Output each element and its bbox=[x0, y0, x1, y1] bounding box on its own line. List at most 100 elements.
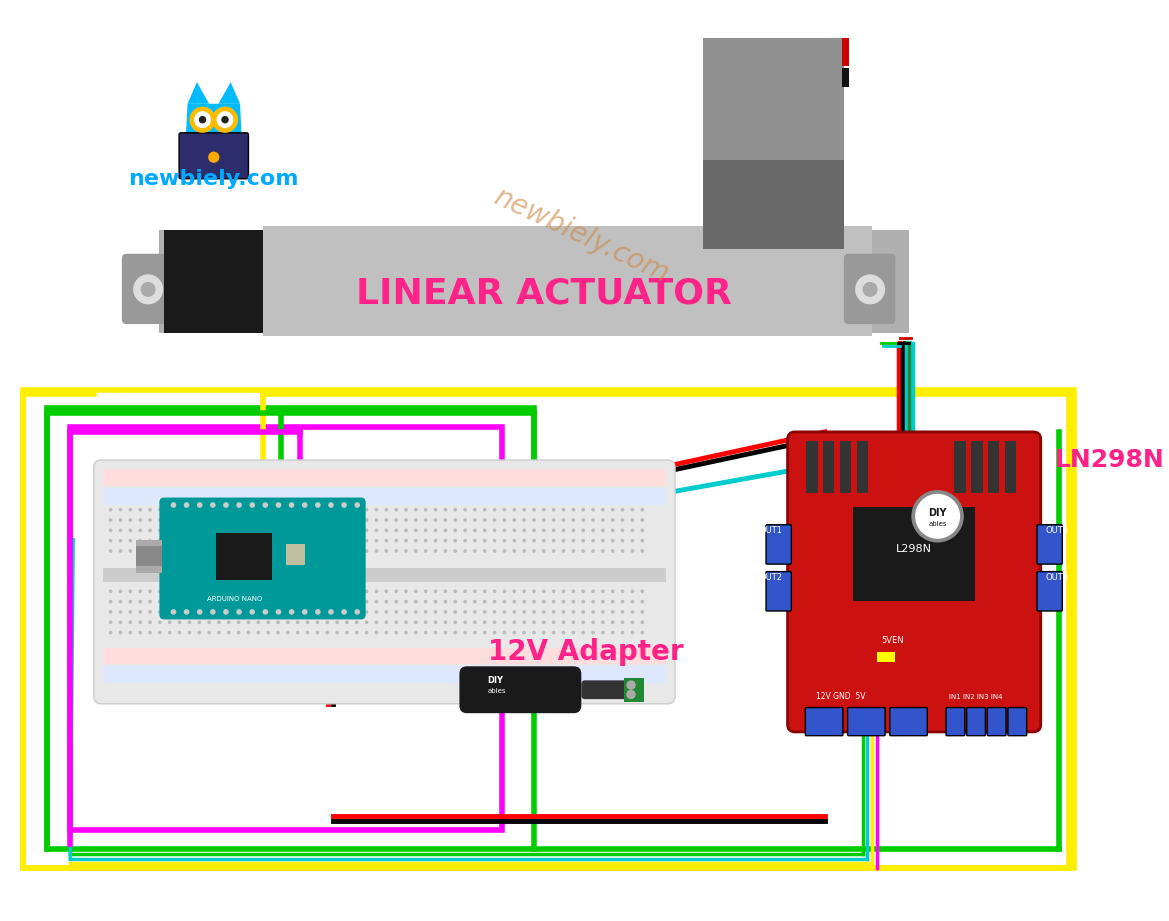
Circle shape bbox=[316, 610, 319, 613]
Circle shape bbox=[305, 539, 310, 542]
Circle shape bbox=[443, 507, 448, 511]
Circle shape bbox=[316, 600, 319, 603]
Circle shape bbox=[223, 609, 229, 614]
Circle shape bbox=[247, 549, 250, 553]
Circle shape bbox=[158, 539, 161, 542]
Bar bbox=[215, 533, 272, 580]
Circle shape bbox=[158, 507, 161, 511]
Circle shape bbox=[305, 507, 310, 511]
Circle shape bbox=[316, 529, 319, 532]
Circle shape bbox=[286, 549, 290, 553]
Circle shape bbox=[542, 529, 546, 532]
Circle shape bbox=[138, 549, 143, 553]
Circle shape bbox=[207, 549, 210, 553]
Circle shape bbox=[434, 610, 437, 613]
Circle shape bbox=[198, 589, 201, 593]
Text: 5VEN: 5VEN bbox=[881, 635, 904, 645]
Circle shape bbox=[561, 519, 566, 522]
Circle shape bbox=[641, 600, 644, 603]
Circle shape bbox=[118, 549, 123, 553]
Circle shape bbox=[621, 631, 624, 635]
Circle shape bbox=[592, 600, 595, 603]
Circle shape bbox=[365, 600, 368, 603]
Circle shape bbox=[178, 610, 181, 613]
Bar bbox=[988, 441, 999, 493]
Circle shape bbox=[267, 549, 270, 553]
Polygon shape bbox=[187, 82, 209, 104]
Circle shape bbox=[247, 610, 250, 613]
Circle shape bbox=[355, 631, 359, 635]
Bar bbox=[877, 652, 895, 661]
Circle shape bbox=[630, 631, 635, 635]
Circle shape bbox=[424, 589, 428, 593]
Circle shape bbox=[473, 519, 477, 522]
Circle shape bbox=[374, 589, 379, 593]
Circle shape bbox=[503, 519, 506, 522]
Circle shape bbox=[129, 631, 132, 635]
Circle shape bbox=[276, 539, 279, 542]
Bar bbox=[103, 568, 665, 582]
Circle shape bbox=[256, 507, 261, 511]
Circle shape bbox=[572, 507, 575, 511]
Circle shape bbox=[552, 539, 555, 542]
Circle shape bbox=[424, 539, 428, 542]
Circle shape bbox=[394, 589, 397, 593]
Circle shape bbox=[601, 529, 604, 532]
Circle shape bbox=[483, 621, 486, 624]
Circle shape bbox=[217, 549, 221, 553]
Circle shape bbox=[552, 600, 555, 603]
Circle shape bbox=[217, 589, 221, 593]
Circle shape bbox=[158, 589, 161, 593]
Circle shape bbox=[454, 610, 457, 613]
Circle shape bbox=[207, 529, 210, 532]
Circle shape bbox=[158, 549, 161, 553]
Circle shape bbox=[621, 610, 624, 613]
Circle shape bbox=[198, 507, 201, 511]
Circle shape bbox=[148, 589, 152, 593]
Circle shape bbox=[385, 507, 388, 511]
Circle shape bbox=[296, 621, 299, 624]
Circle shape bbox=[207, 621, 210, 624]
Circle shape bbox=[581, 610, 584, 613]
Bar bbox=[103, 488, 665, 505]
Circle shape bbox=[256, 519, 261, 522]
Circle shape bbox=[207, 507, 210, 511]
Circle shape bbox=[198, 610, 201, 613]
Circle shape bbox=[223, 502, 229, 507]
Circle shape bbox=[492, 589, 497, 593]
Circle shape bbox=[454, 519, 457, 522]
Circle shape bbox=[592, 549, 595, 553]
Circle shape bbox=[627, 690, 636, 699]
Circle shape bbox=[217, 610, 221, 613]
Circle shape bbox=[385, 600, 388, 603]
Circle shape bbox=[227, 519, 230, 522]
Circle shape bbox=[414, 631, 417, 635]
Circle shape bbox=[630, 539, 635, 542]
Circle shape bbox=[561, 621, 566, 624]
Circle shape bbox=[256, 610, 261, 613]
Circle shape bbox=[641, 621, 644, 624]
Circle shape bbox=[286, 621, 290, 624]
Circle shape bbox=[542, 507, 546, 511]
Circle shape bbox=[473, 589, 477, 593]
Circle shape bbox=[305, 519, 310, 522]
Circle shape bbox=[552, 621, 555, 624]
Circle shape bbox=[355, 600, 359, 603]
Circle shape bbox=[473, 539, 477, 542]
Circle shape bbox=[592, 610, 595, 613]
Circle shape bbox=[374, 539, 379, 542]
FancyBboxPatch shape bbox=[890, 707, 927, 736]
Circle shape bbox=[561, 600, 566, 603]
Circle shape bbox=[267, 529, 270, 532]
Circle shape bbox=[492, 621, 497, 624]
Text: DIY: DIY bbox=[928, 508, 947, 519]
Circle shape bbox=[592, 589, 595, 593]
Circle shape bbox=[263, 609, 268, 614]
Circle shape bbox=[552, 507, 555, 511]
Circle shape bbox=[178, 539, 181, 542]
Circle shape bbox=[345, 507, 348, 511]
Circle shape bbox=[572, 610, 575, 613]
Circle shape bbox=[355, 549, 359, 553]
Circle shape bbox=[109, 621, 112, 624]
Circle shape bbox=[483, 589, 486, 593]
